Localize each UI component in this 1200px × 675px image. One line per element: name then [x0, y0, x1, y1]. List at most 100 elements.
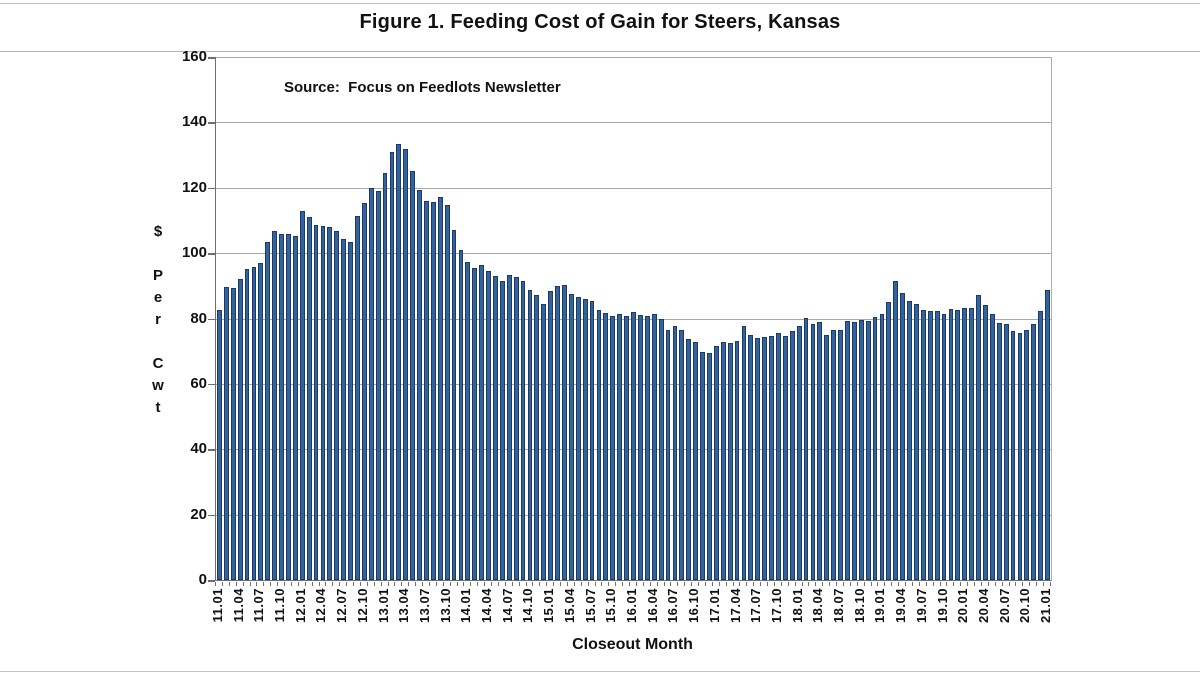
bar-19.01: [879, 314, 885, 580]
x-tick-label: 20.04: [975, 588, 991, 624]
bar-19.06: [914, 304, 919, 580]
x-tick-mark: [1036, 582, 1038, 586]
bar-17.06: [748, 335, 754, 580]
x-tick-mark: [863, 582, 865, 586]
y-tick-mark: [208, 122, 215, 124]
bar-16.04: [651, 313, 657, 580]
x-tick-mark: [767, 582, 769, 586]
x-tick-mark: [594, 582, 596, 586]
x-tick-mark: [525, 582, 527, 586]
x-tick-mark: [566, 582, 568, 586]
y-axis-title-char: w: [152, 377, 164, 394]
x-tick-label: 12.04: [313, 588, 329, 624]
bar-19.10: [941, 314, 947, 580]
top-rule: [0, 3, 1200, 4]
bar-19.08: [927, 311, 933, 580]
x-tick-mark: [1008, 582, 1010, 586]
x-tick-mark: [511, 582, 513, 586]
bar-14.04: [486, 270, 491, 580]
x-tick-label: 12.01: [292, 588, 308, 624]
x-tick-mark: [808, 582, 810, 586]
x-axis-title: Closeout Month: [572, 636, 693, 653]
bar-18.12: [872, 317, 878, 580]
bar-17.10: [776, 333, 781, 580]
x-tick-mark: [670, 582, 672, 586]
bar-15.10: [610, 315, 616, 580]
bar-13.03: [396, 143, 402, 580]
x-tick-mark: [573, 582, 575, 586]
bar-13.11: [451, 229, 457, 580]
bar-20.03: [976, 294, 981, 580]
bar-13.06: [417, 189, 422, 580]
bar-13.07: [424, 200, 429, 580]
x-tick-mark: [911, 582, 913, 586]
x-tick-mark: [346, 582, 348, 586]
x-tick-mark: [228, 582, 230, 586]
x-tick-mark: [711, 582, 713, 586]
bar-12.06: [334, 231, 340, 580]
y-tick-mark: [208, 383, 215, 386]
x-tick-mark: [635, 582, 637, 586]
x-tick-mark: [684, 582, 686, 586]
bar-11.09: [272, 230, 278, 580]
bar-20.10: [1024, 329, 1030, 580]
x-tick-mark: [401, 582, 403, 586]
x-tick-mark: [829, 582, 831, 586]
x-tick-mark: [608, 582, 610, 586]
x-tick-mark: [980, 582, 982, 586]
x-tick-mark: [967, 582, 969, 586]
bar-13.01: [382, 173, 388, 580]
x-tick-label: 11.07: [251, 588, 267, 623]
bar-20.06: [996, 323, 1002, 580]
y-tick-label: 160: [181, 48, 207, 65]
x-tick-mark: [256, 582, 258, 586]
y-tick-label: 100: [181, 244, 207, 262]
x-tick-label: 15.10: [603, 588, 619, 624]
bar-18.08: [845, 320, 850, 580]
x-tick-mark: [960, 582, 962, 586]
bar-18.03: [810, 323, 816, 580]
bar-11.12: [292, 235, 298, 580]
bar-12.11: [368, 188, 374, 580]
x-tick-mark: [732, 582, 734, 586]
x-tick-mark: [704, 582, 706, 586]
bar-11.07: [258, 263, 264, 580]
x-tick-label: 17.10: [768, 588, 784, 624]
y-tick-mark: [208, 449, 215, 451]
chart-title: Figure 1. Feeding Cost of Gain for Steer…: [359, 11, 841, 33]
x-tick-mark: [642, 582, 644, 586]
bar-14.11: [534, 294, 540, 580]
bar-16.06: [665, 329, 671, 580]
x-tick-label: 18.04: [810, 588, 826, 624]
x-tick-mark: [380, 582, 382, 586]
x-tick-mark: [339, 582, 341, 586]
x-tick-mark: [373, 582, 375, 586]
bar-15.05: [575, 296, 581, 580]
x-tick-mark: [546, 582, 548, 586]
x-tick-mark: [794, 582, 796, 586]
bar-15.08: [596, 309, 602, 580]
bar-11.02: [223, 287, 229, 580]
x-tick-mark: [463, 582, 465, 586]
bar-17.09: [769, 336, 774, 580]
x-tick-mark: [560, 582, 562, 586]
x-tick-mark: [780, 582, 782, 586]
y-axis-title-char: [147, 331, 169, 353]
x-tick-mark: [318, 582, 320, 586]
y-axis-title-char: $: [153, 223, 163, 240]
y-axis-title-char: t: [155, 399, 161, 416]
bar-20.09: [1017, 332, 1023, 580]
x-tick-label: 20.07: [996, 588, 1012, 624]
x-tick-mark: [387, 582, 389, 586]
x-tick-mark: [953, 582, 955, 586]
x-tick-mark: [359, 582, 361, 586]
x-tick-mark: [497, 582, 499, 586]
bar-11.04: [237, 279, 243, 580]
x-tick-mark: [249, 582, 251, 586]
bar-11.06: [251, 266, 257, 580]
x-tick-mark: [615, 582, 617, 586]
bar-13.09: [437, 196, 443, 580]
x-tick-mark: [773, 582, 775, 586]
x-tick-label: 20.10: [1017, 588, 1033, 624]
x-tick-mark: [622, 582, 624, 586]
